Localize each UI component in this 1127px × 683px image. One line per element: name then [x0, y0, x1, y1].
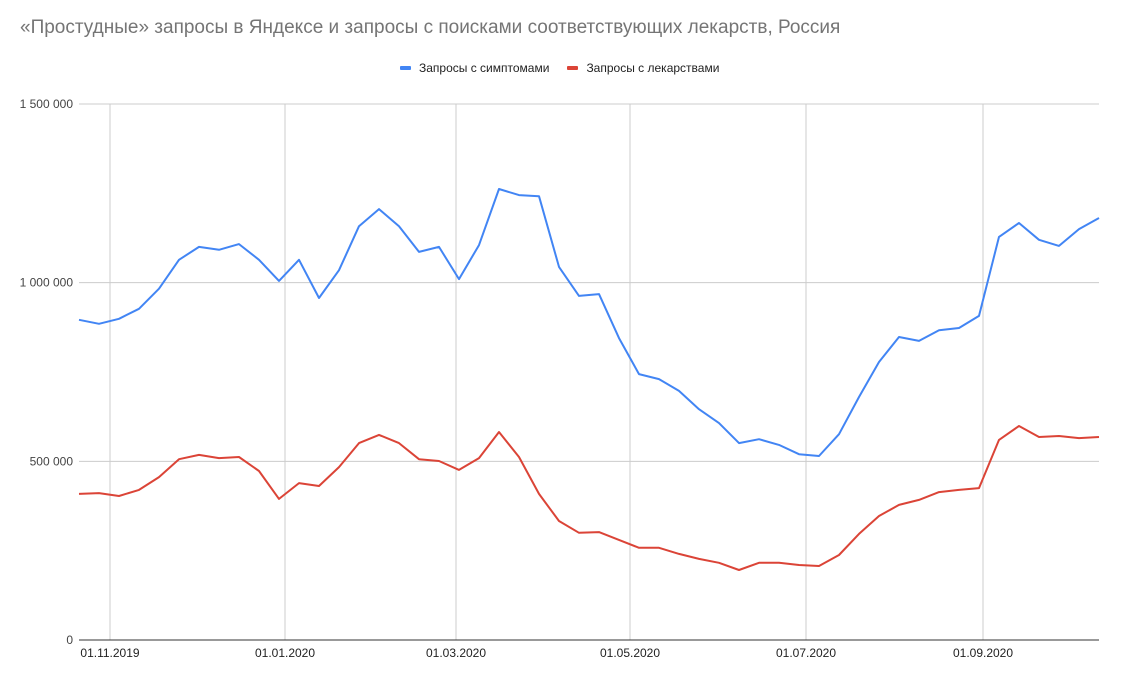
x-tick-label: 01.01.2020 — [255, 646, 315, 660]
y-tick-label: 0 — [66, 633, 73, 647]
y-tick-label: 1 500 000 — [20, 97, 74, 111]
y-tick-label: 500 000 — [30, 454, 74, 468]
legend-label: Запросы с лекарствами — [586, 61, 720, 75]
y-tick-label: 1 000 000 — [20, 276, 74, 290]
series-line-medicines[interactable] — [78, 425, 1100, 571]
legend-swatch-red-icon — [567, 66, 579, 70]
legend-item-medicines[interactable]: Запросы с лекарствами — [567, 61, 719, 75]
legend-swatch-blue-icon — [400, 66, 411, 70]
legend-item-symptoms[interactable]: Запросы с симптомами — [400, 61, 549, 75]
x-tick-label: 01.03.2020 — [426, 646, 486, 660]
legend-label: Запросы с симптомами — [419, 61, 550, 75]
x-tick-label: 01.09.2020 — [953, 646, 1013, 660]
x-axis-labels: 01.11.2019 01.01.2020 01.03.2020 01.05.2020… — [80, 646, 1013, 660]
x-tick-label: 01.11.2019 — [80, 646, 139, 660]
gridlines — [79, 103, 1099, 640]
series-line-symptoms[interactable] — [78, 188, 1100, 457]
x-tick-label: 01.07.2020 — [776, 646, 836, 660]
y-axis-labels: 0 500 000 1 000 000 1 500 000 — [20, 97, 74, 647]
series-lines — [78, 188, 1100, 571]
chart-title: «Простудные» запросы в Яндексе и запросы… — [20, 17, 841, 38]
x-tick-label: 01.05.2020 — [600, 646, 660, 660]
legend: Запросы с симптомами Запросы с лекарства… — [400, 61, 719, 75]
